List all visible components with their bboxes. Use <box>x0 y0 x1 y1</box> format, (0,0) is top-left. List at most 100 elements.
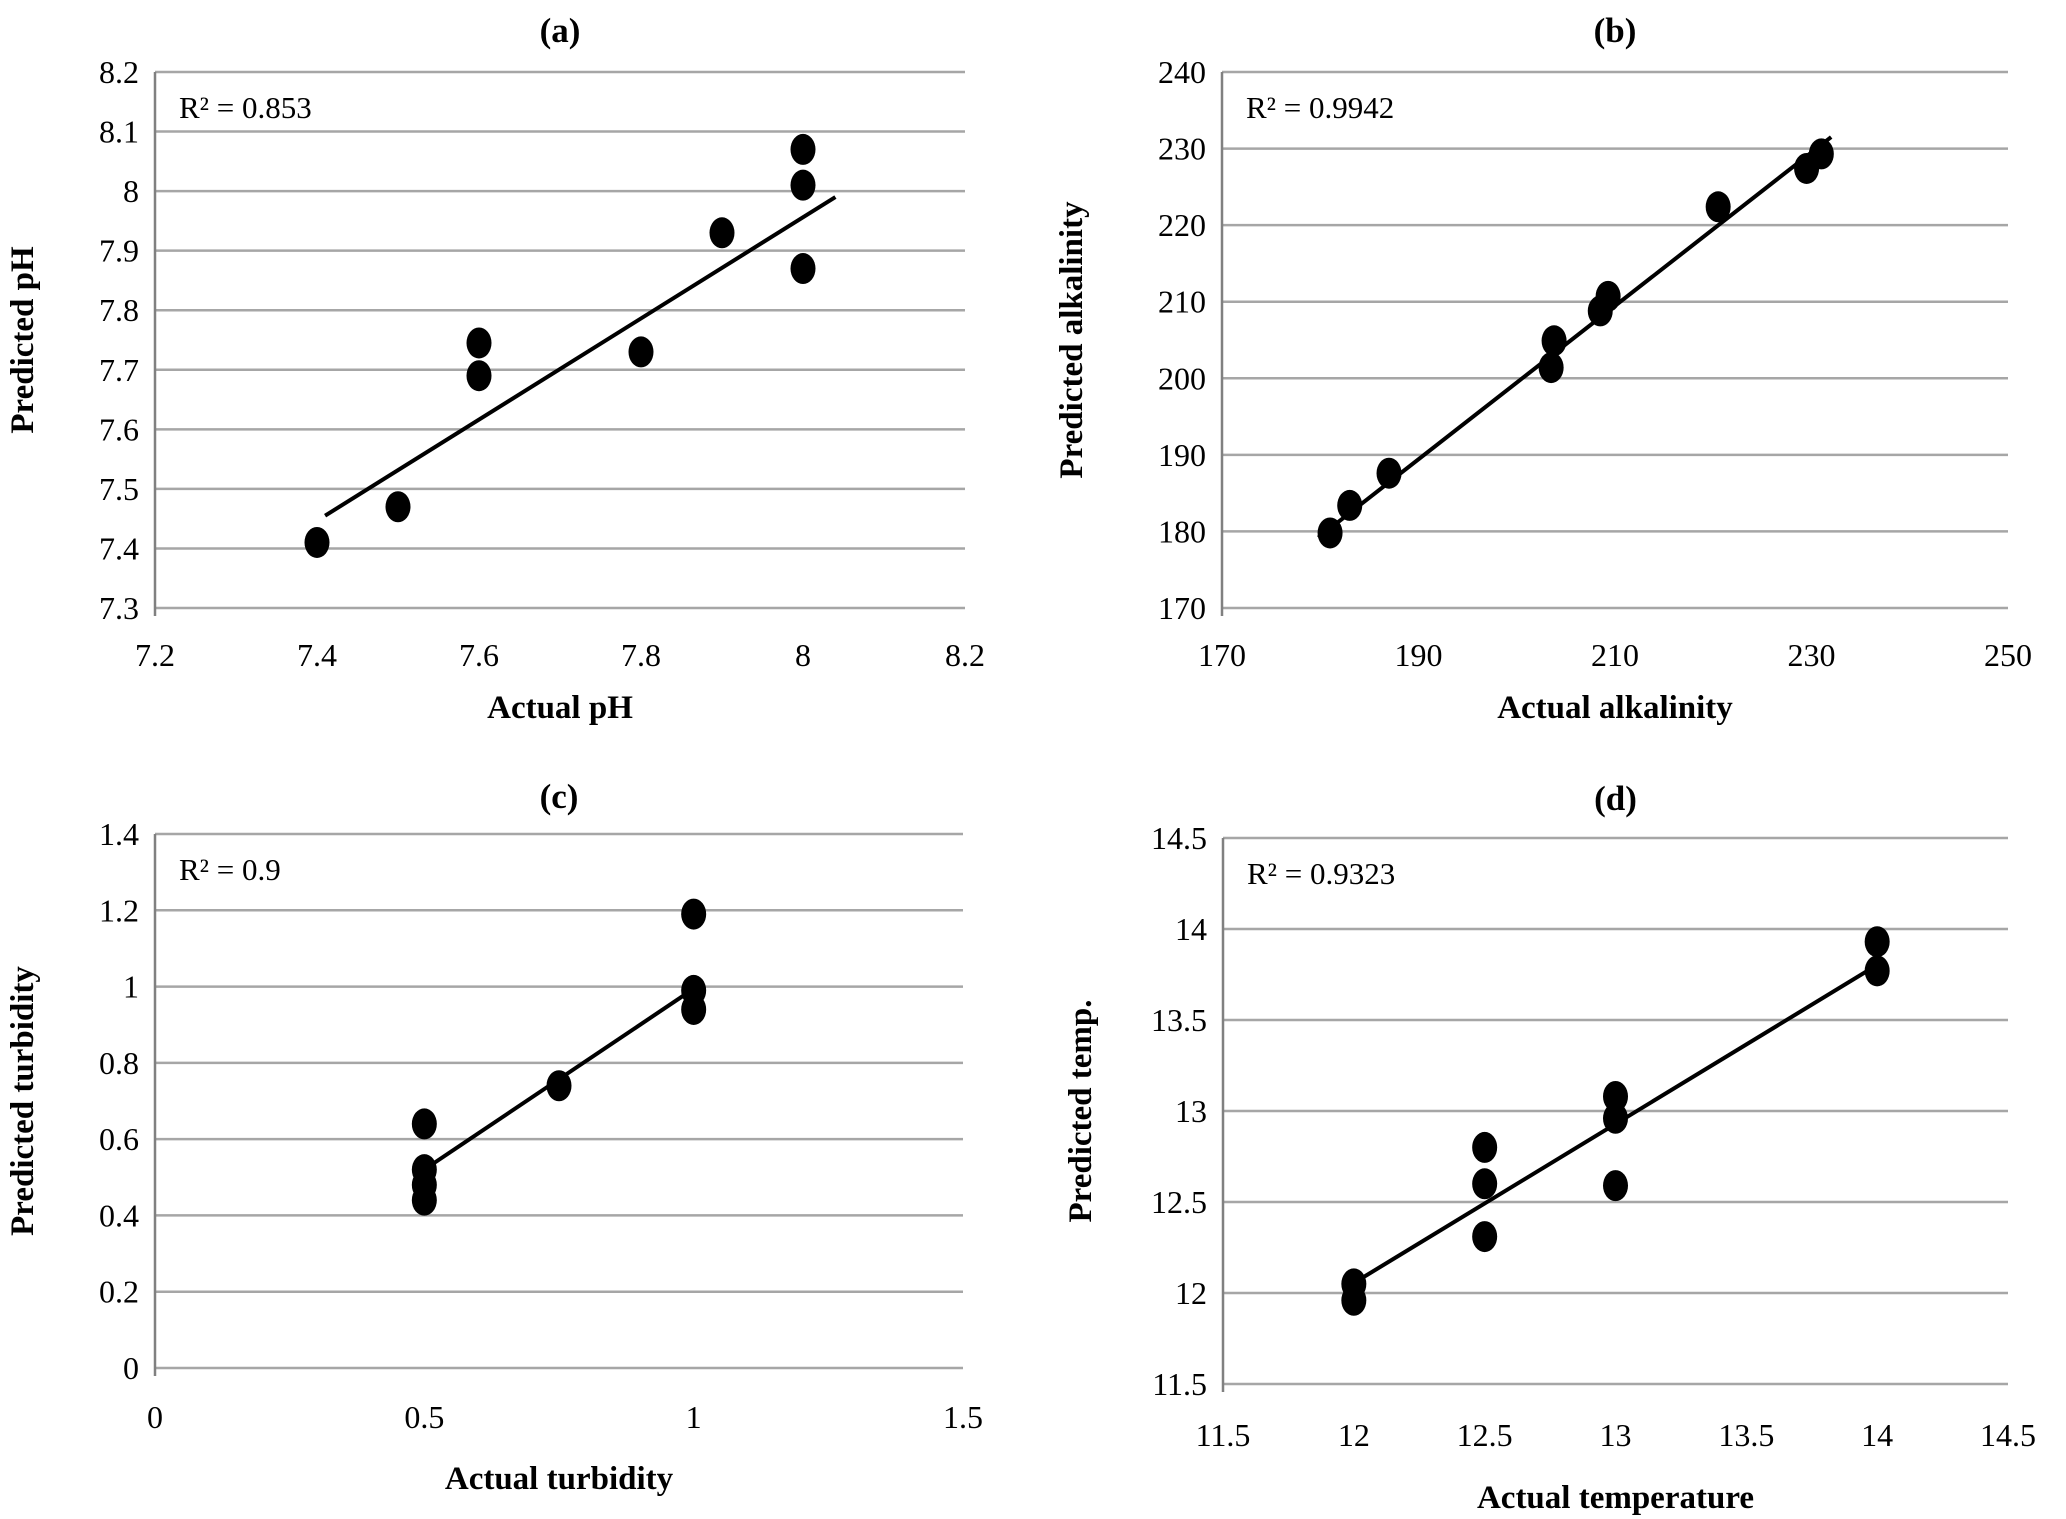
y-tick-label-11.5: 11.5 <box>1152 1366 1207 1402</box>
x-tick-label-210: 210 <box>1591 637 1639 673</box>
x-axis-label: Actual temperature <box>1477 1480 1754 1516</box>
subplot-title: (a) <box>540 11 581 50</box>
subplot-b-canvas: 170 180 190 200 210 220 230 240 170 190 210 230 250 R… <box>1054 11 2032 726</box>
y-tick-label-170: 170 <box>1158 590 1206 626</box>
y-tick-label-1.4: 1.4 <box>99 816 139 852</box>
y-tick-label-0.6: 0.6 <box>99 1121 139 1157</box>
y-tick-label-14: 14 <box>1175 911 1207 947</box>
subplot-d: 11.5 12 12.5 13 13.5 14 14.5 11.5 12 12.5 13 13.5 14… <box>1033 760 2066 1519</box>
data-point-2 <box>385 491 411 523</box>
data-point-1 <box>304 526 330 558</box>
y-axis-label: Predicted turbidity <box>5 966 41 1236</box>
y-tick-label-200: 200 <box>1158 360 1206 396</box>
subplot-a: 7.3 7.4 7.5 7.6 7.7 7.8 7.9 8 8.1 8.2 7.2 7.4 7.6 7.8… <box>0 0 1033 760</box>
x-tick-label-13.5: 13.5 <box>1718 1417 1774 1453</box>
x-tick-label-170: 170 <box>1198 637 1246 673</box>
y-axis-label: Predicted temp. <box>1063 1000 1099 1223</box>
y-tick-label-7.6: 7.6 <box>99 411 139 447</box>
y-tick-label-230: 230 <box>1158 131 1206 167</box>
data-point-8 <box>790 169 816 201</box>
r-squared-label: R² = 0.9942 <box>1246 90 1394 125</box>
subplot-c: 0 0.2 0.4 0.6 0.8 1 1.2 1.4 0 0.5 1 1.5 R² = 0.9 (c) A… <box>0 760 1033 1519</box>
x-tick-label-11.5: 11.5 <box>1196 1417 1251 1453</box>
x-tick-label-0: 0 <box>147 1399 163 1435</box>
x-axis-label: Actual alkalinity <box>1497 690 1733 726</box>
r-squared-label: R² = 0.853 <box>179 90 312 125</box>
x-tick-label-8: 8 <box>795 637 811 673</box>
x-axis-label: Actual pH <box>487 690 633 726</box>
y-tick-label-0.8: 0.8 <box>99 1045 139 1081</box>
data-point-6 <box>709 217 735 249</box>
x-tick-label-14.5: 14.5 <box>1980 1417 2036 1453</box>
y-tick-label-14.5: 14.5 <box>1151 820 1207 856</box>
subplot-c-canvas: 0 0.2 0.4 0.6 0.8 1 1.2 1.4 0 0.5 1 1.5 R² = 0.9 (c) A… <box>5 777 983 1497</box>
x-tick-label-7.2: 7.2 <box>135 637 175 673</box>
x-tick-label-13: 13 <box>1600 1417 1632 1453</box>
subplot-title: (b) <box>1594 11 1637 50</box>
data-point-2 <box>1341 1284 1367 1316</box>
x-tick-label-230: 230 <box>1788 637 1836 673</box>
data-point-5 <box>628 336 654 368</box>
y-tick-label-7.4: 7.4 <box>99 530 139 566</box>
y-tick-label-8.1: 8.1 <box>99 114 139 150</box>
subplot-b: 170 180 190 200 210 220 230 240 170 190 210 230 250 R… <box>1033 0 2066 760</box>
x-tick-label-7.6: 7.6 <box>459 637 499 673</box>
y-tick-label-1.2: 1.2 <box>99 892 139 928</box>
x-tick-label-190: 190 <box>1395 637 1443 673</box>
data-point-3 <box>466 327 492 359</box>
y-tick-label-240: 240 <box>1158 54 1206 90</box>
subplot-d-canvas: 11.5 12 12.5 13 13.5 14 14.5 11.5 12 12.5 13 13.5 14… <box>1063 779 2036 1516</box>
y-tick-label-7.9: 7.9 <box>99 233 139 269</box>
y-tick-label-13: 13 <box>1175 1093 1207 1129</box>
data-point-9 <box>790 253 816 285</box>
data-point-7 <box>1603 1102 1628 1134</box>
data-point-7 <box>1595 280 1621 312</box>
y-tick-label-0: 0 <box>123 1350 139 1386</box>
x-tick-label-250: 250 <box>1984 637 2032 673</box>
data-point-4 <box>1472 1168 1498 1200</box>
x-tick-label-0.5: 0.5 <box>404 1399 444 1435</box>
data-point-6 <box>681 898 707 930</box>
data-point-8 <box>1705 191 1731 223</box>
data-point-10 <box>1808 138 1834 170</box>
x-tick-label-12.5: 12.5 <box>1457 1417 1513 1453</box>
data-point-8 <box>681 993 707 1025</box>
subplot-title: (d) <box>1594 779 1637 818</box>
data-point-3 <box>1376 457 1402 489</box>
data-point-10 <box>1864 955 1890 987</box>
x-tick-label-7.8: 7.8 <box>621 637 661 673</box>
data-point-5 <box>546 1070 572 1102</box>
r-squared-label: R² = 0.9323 <box>1247 856 1395 891</box>
subplot-title: (c) <box>540 777 579 816</box>
y-tick-label-8.2: 8.2 <box>99 54 139 90</box>
data-point-2 <box>1337 489 1363 521</box>
data-point-4 <box>1538 352 1564 384</box>
y-tick-label-0.2: 0.2 <box>99 1274 139 1310</box>
y-tick-label-12.5: 12.5 <box>1151 1184 1207 1220</box>
x-tick-label-1: 1 <box>686 1399 702 1435</box>
data-point-5 <box>1541 325 1567 357</box>
x-axis-label: Actual turbidity <box>445 1461 674 1497</box>
y-tick-label-8: 8 <box>123 173 139 209</box>
data-point-5 <box>1472 1221 1498 1253</box>
x-tick-label-1.5: 1.5 <box>943 1399 983 1435</box>
r-squared-label: R² = 0.9 <box>179 852 281 887</box>
data-point-6 <box>1603 1080 1628 1112</box>
y-axis-label: Predicted pH <box>5 246 41 434</box>
y-axis-label: Predicted alkalinity <box>1054 201 1090 479</box>
data-point-4 <box>411 1184 437 1216</box>
data-point-4 <box>466 360 492 392</box>
data-point-8 <box>1603 1170 1628 1202</box>
data-point-7 <box>790 133 816 165</box>
y-tick-label-0.4: 0.4 <box>99 1197 139 1233</box>
y-tick-label-12: 12 <box>1175 1275 1207 1311</box>
y-tick-label-7.7: 7.7 <box>99 352 139 388</box>
data-point-9 <box>1864 926 1890 958</box>
trendline <box>1317 135 1833 540</box>
y-tick-label-220: 220 <box>1158 207 1206 243</box>
y-tick-label-7.5: 7.5 <box>99 471 139 507</box>
data-point-1 <box>1317 517 1343 549</box>
subplot-a-canvas: 7.3 7.4 7.5 7.6 7.7 7.8 7.9 8 8.1 8.2 7.2 7.4 7.6 7.8… <box>5 11 985 726</box>
y-tick-label-180: 180 <box>1158 513 1206 549</box>
